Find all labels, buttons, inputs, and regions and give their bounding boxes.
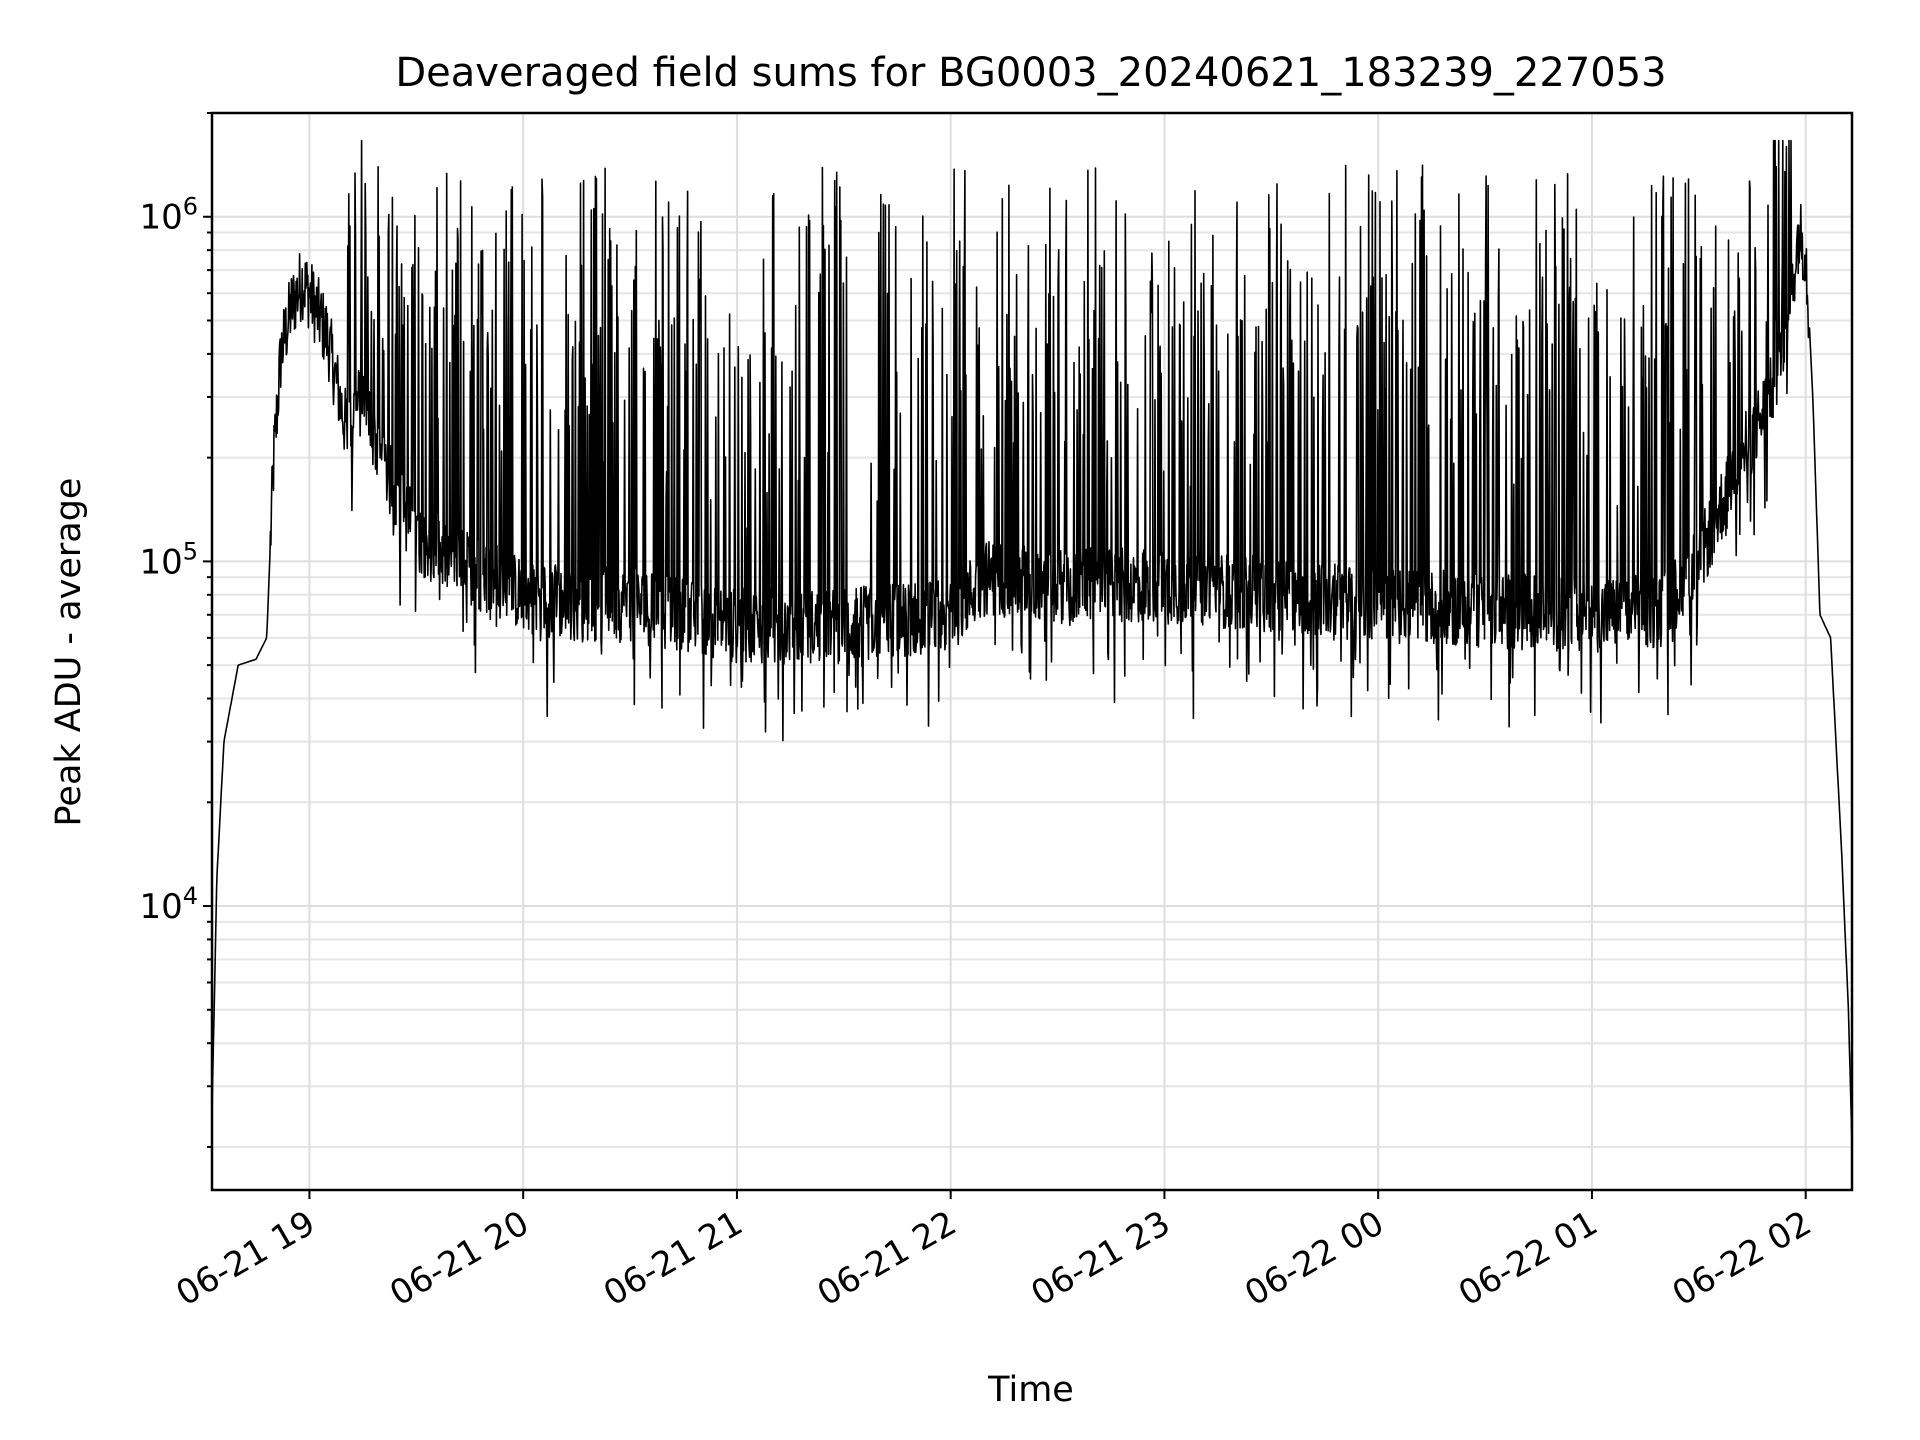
y-tick-label: 104: [139, 882, 198, 927]
x-tick-label: 06-21 20: [383, 1203, 535, 1314]
x-axis-label: Time: [987, 1370, 1074, 1410]
x-tick-label: 06-21 21: [597, 1203, 749, 1314]
plot-frame: [210, 111, 1854, 1192]
y-tick-label: 105: [139, 537, 198, 582]
plot-area: [212, 139, 1852, 1147]
x-tick-label: 06-22 00: [1238, 1203, 1390, 1314]
x-tick-label: 06-21 23: [1025, 1203, 1177, 1314]
y-axis: 104 105 106: [139, 112, 212, 1148]
x-tick-label: 06-21 19: [170, 1203, 322, 1314]
x-tick-label: 06-22 01: [1452, 1203, 1604, 1314]
series-line: [212, 139, 1852, 1147]
chart-title: Deaveraged field sums for BG0003_2024062…: [395, 50, 1666, 96]
x-axis: 06-21 19 06-21 20 06-21 21 06-21 22 06-21 23…: [170, 1190, 1818, 1314]
y-tick-label: 106: [139, 193, 198, 238]
x-tick-label: 06-21 22: [811, 1203, 963, 1314]
y-axis-label: Peak ADU - average: [49, 478, 89, 827]
x-tick-label: 06-22 02: [1666, 1203, 1818, 1314]
